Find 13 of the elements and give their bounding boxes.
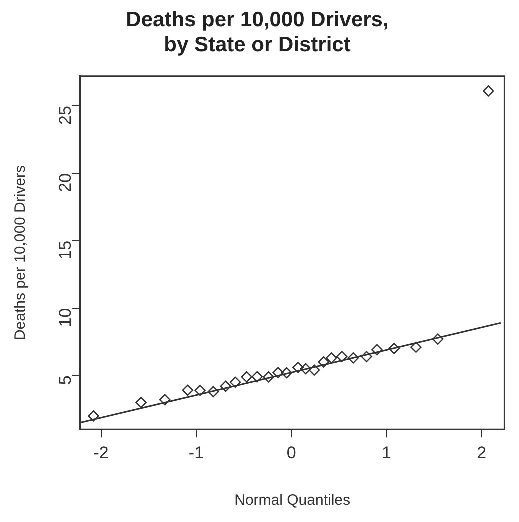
y-tick-label: 10 [56,308,76,328]
y-tick-label: 15 [56,240,76,260]
x-tick-label: 1 [382,443,392,462]
y-tick-label: 20 [56,173,76,192]
chart-title: Deaths per 10,000 Drivers, by State or District [126,8,389,57]
y-axis-title: Deaths per 10,000 Drivers [12,165,30,341]
y-tick-label: 25 [56,106,76,125]
x-tick-label: -2 [94,443,109,462]
x-tick-label: 2 [477,443,487,462]
x-axis-title: Normal Quantiles [234,492,350,510]
x-tick-label: -1 [188,443,204,462]
y-tick-label: 5 [56,376,76,386]
x-tick-label: 0 [286,443,296,462]
